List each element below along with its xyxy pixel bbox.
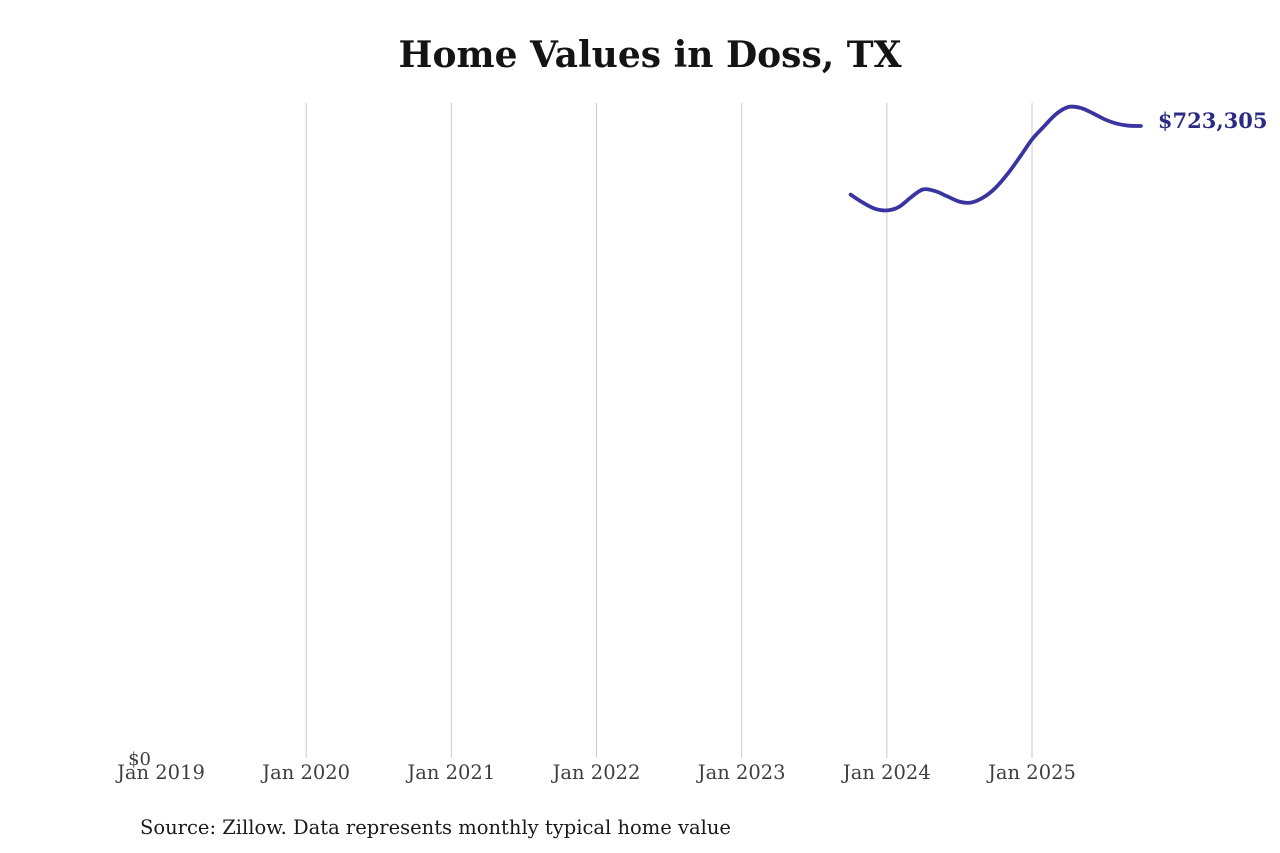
x-tick-label: Jan 2023 (696, 761, 786, 784)
y-zero-label: $0 (128, 749, 151, 770)
x-tick-label: Jan 2021 (405, 761, 495, 784)
end-value-label: $723,305 (1158, 108, 1268, 133)
chart-title: Home Values in Doss, TX (398, 34, 902, 76)
x-tick-label: Jan 2024 (841, 761, 931, 784)
x-tick-label: Jan 2022 (551, 761, 641, 784)
source-note: Source: Zillow. Data represents monthly … (140, 816, 731, 839)
x-tick-label: Jan 2025 (986, 761, 1076, 784)
home-value-line (848, 104, 1143, 213)
x-tick-label: Jan 2019 (115, 761, 205, 784)
x-tick-label: Jan 2020 (260, 761, 350, 784)
